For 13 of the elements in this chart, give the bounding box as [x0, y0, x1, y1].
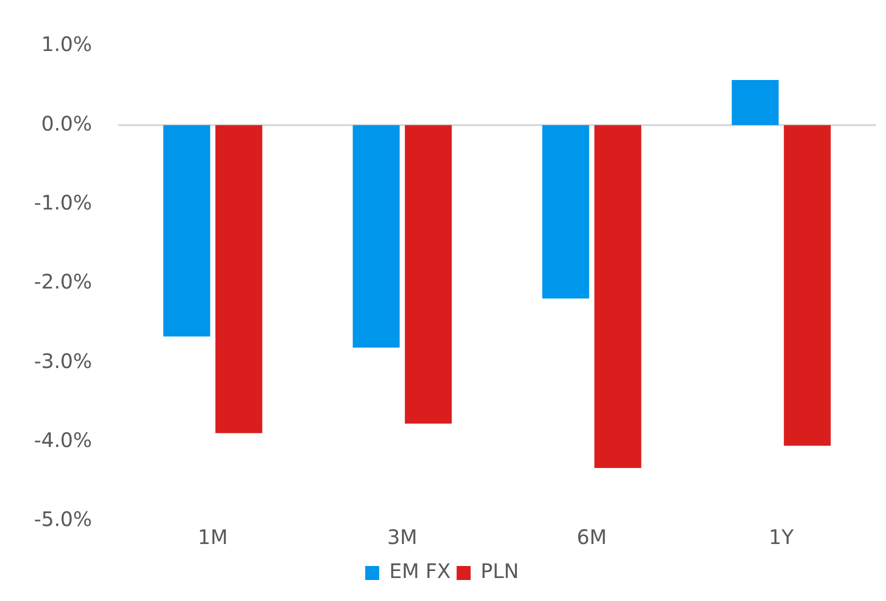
y-tick-label: -5.0%: [34, 507, 92, 532]
legend-label: EM FX: [389, 559, 451, 584]
y-tick-label: 1.0%: [41, 32, 92, 56]
legend-label: PLN: [480, 559, 519, 584]
y-tick-label: -2.0%: [34, 270, 92, 294]
y-tick-label: -1.0%: [34, 190, 92, 215]
x-tick-label: 6M: [576, 525, 607, 550]
x-tick-label: 1Y: [768, 525, 794, 550]
y-tick-label: -4.0%: [34, 428, 92, 452]
x-tick-label: 3M: [387, 525, 418, 550]
y-tick-label: 0.0%: [41, 111, 92, 136]
x-tick-label: 1M: [198, 525, 228, 550]
y-tick-label: -3.0%: [34, 348, 92, 373]
